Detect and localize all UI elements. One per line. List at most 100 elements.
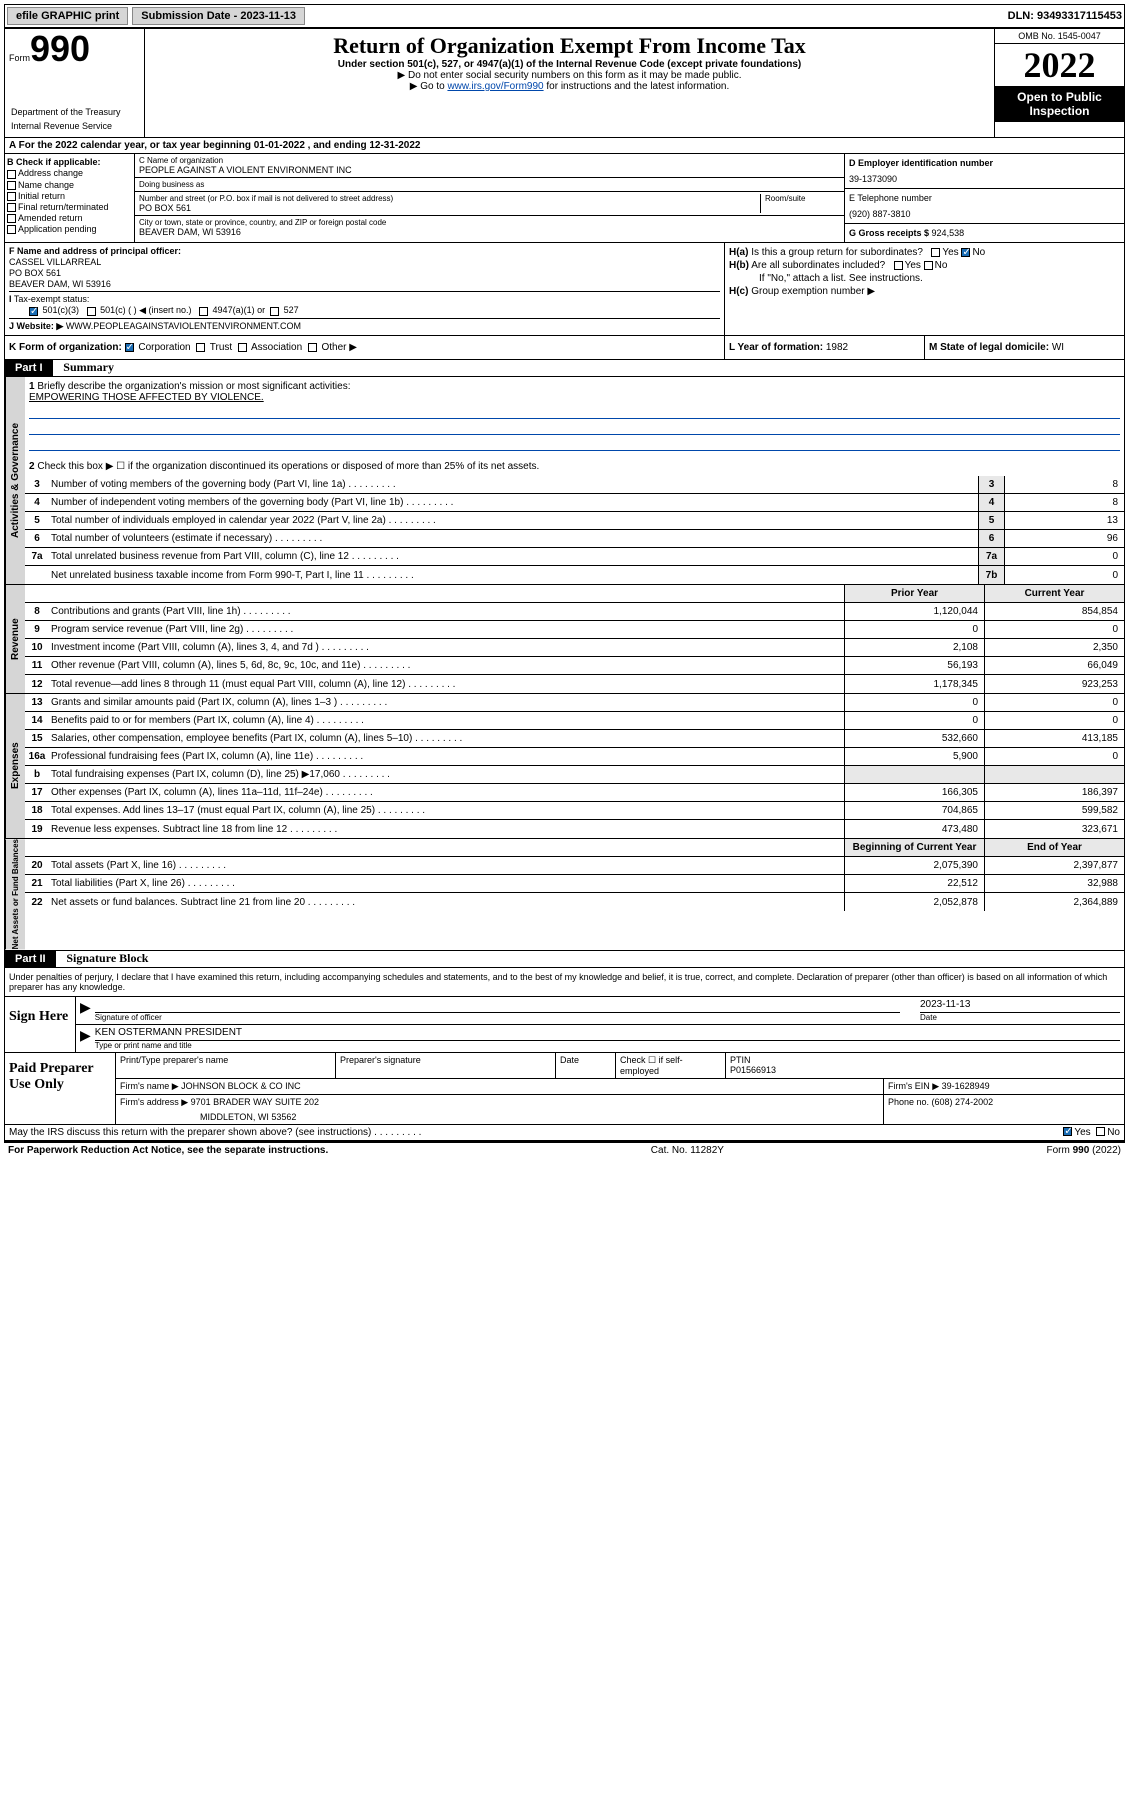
cb-527[interactable] [270, 307, 279, 316]
section-b-through-g: B Check if applicable: Address change Na… [4, 154, 1125, 243]
line-text: Contributions and grants (Part VIII, lin… [49, 604, 844, 619]
cb-initial-return[interactable] [7, 192, 16, 201]
prior-value: 532,660 [844, 730, 984, 747]
ptin-label: PTIN [730, 1055, 1120, 1065]
cb-trust[interactable] [196, 343, 205, 352]
addr-label: Number and street (or P.O. box if mail i… [139, 194, 760, 203]
prior-value: 22,512 [844, 875, 984, 892]
hb-no: No [935, 260, 948, 271]
irs-form990-link[interactable]: www.irs.gov/Form990 [447, 81, 543, 92]
perjury-declaration: Under penalties of perjury, I declare th… [5, 968, 1124, 996]
current-value: 413,185 [984, 730, 1124, 747]
officer-name: CASSEL VILLARREAL [9, 257, 720, 267]
cb-hb-no[interactable] [924, 261, 933, 270]
part1-expenses: Expenses 13 Grants and similar amounts p… [4, 694, 1125, 839]
cb-corporation[interactable] [125, 343, 134, 352]
line-text: Grants and similar amounts paid (Part IX… [49, 695, 844, 710]
current-value: 923,253 [984, 675, 1124, 693]
line-num: 17 [25, 785, 49, 800]
form-number: 990 [30, 33, 90, 65]
mission-label: Briefly describe the organization's miss… [37, 381, 350, 392]
cb-name-change[interactable] [7, 181, 16, 190]
footer-right: Form 990 (2022) [1047, 1145, 1121, 1156]
cb-hb-yes[interactable] [894, 261, 903, 270]
officer-addr: PO BOX 561 [9, 268, 720, 278]
line-box: 5 [978, 512, 1004, 529]
room-label: Room/suite [765, 194, 840, 203]
current-value: 0 [984, 694, 1124, 711]
row-k-l-m: K Form of organization: Corporation Trus… [4, 336, 1125, 360]
hc-label: Group exemption number ▶ [751, 286, 875, 297]
submission-date-label: Submission Date - [141, 10, 240, 22]
officer-city: BEAVER DAM, WI 53916 [9, 279, 720, 289]
cb-amended-return[interactable] [7, 214, 16, 223]
cb-other[interactable] [308, 343, 317, 352]
k-label: K Form of organization: [9, 342, 122, 353]
line-num: 19 [25, 822, 49, 837]
cb-final-return[interactable] [7, 203, 16, 212]
footer-mid: Cat. No. 11282Y [651, 1145, 724, 1156]
ha-label: Is this a group return for subordinates? [751, 247, 923, 258]
cb-discuss-no[interactable] [1096, 1127, 1105, 1136]
line-box: 4 [978, 494, 1004, 511]
end-year-header: End of Year [984, 839, 1124, 856]
lbl-name-change: Name change [18, 180, 74, 190]
form-subtitle: Under section 501(c), 527, or 4947(a)(1)… [149, 59, 990, 70]
section-f-h: F Name and address of principal officer:… [4, 243, 1125, 336]
submission-date-button[interactable]: Submission Date - 2023-11-13 [132, 7, 305, 25]
firm-ein: 39-1628949 [942, 1081, 990, 1091]
lbl-527: 527 [284, 305, 299, 315]
officer-printed-name: KEN OSTERMANN PRESIDENT [95, 1027, 1120, 1041]
col-f-officer: F Name and address of principal officer:… [5, 243, 724, 335]
lbl-association: Association [251, 342, 302, 353]
part1-revenue: Revenue Prior Year Current Year 8 Contri… [4, 585, 1125, 694]
current-year-header: Current Year [984, 585, 1124, 602]
hb-note: If "No," attach a list. See instructions… [729, 273, 1120, 284]
line-value: 0 [1004, 548, 1124, 565]
cb-discuss-yes[interactable] [1063, 1127, 1072, 1136]
hb-label: Are all subordinates included? [751, 260, 885, 271]
tax-year: 2022 [995, 44, 1124, 86]
line-text: Net assets or fund balances. Subtract li… [49, 895, 844, 910]
org-city: BEAVER DAM, WI 53916 [139, 227, 840, 237]
goto-suffix: for instructions and the latest informat… [544, 81, 730, 92]
line-num: 13 [25, 695, 49, 710]
efile-print-button[interactable]: efile GRAPHIC print [7, 7, 128, 25]
dln-value: 93493317115453 [1037, 10, 1122, 22]
line-text: Number of voting members of the governin… [49, 477, 978, 492]
prior-value: 704,865 [844, 802, 984, 819]
vtab-governance: Activities & Governance [5, 377, 25, 584]
line-text: Professional fundraising fees (Part IX, … [49, 749, 844, 764]
officer-label: F Name and address of principal officer: [9, 246, 181, 256]
state-domicile: WI [1052, 342, 1064, 353]
lbl-application-pending: Application pending [18, 224, 97, 234]
cb-association[interactable] [238, 343, 247, 352]
lbl-corporation: Corporation [138, 342, 190, 353]
line-value: 96 [1004, 530, 1124, 547]
firm-name: JOHNSON BLOCK & CO INC [181, 1081, 301, 1091]
current-value: 0 [984, 712, 1124, 729]
line-num: 6 [25, 531, 49, 546]
prior-value: 0 [844, 694, 984, 711]
cb-application-pending[interactable] [7, 225, 16, 234]
dept-treasury: Department of the Treasury [9, 105, 140, 119]
current-value: 854,854 [984, 603, 1124, 620]
cb-4947[interactable] [199, 307, 208, 316]
self-employed-label: Check ☐ if self-employed [616, 1053, 726, 1078]
ha-yes: Yes [942, 247, 958, 258]
current-value: 0 [984, 748, 1124, 765]
form-note-1: ▶ Do not enter social security numbers o… [149, 70, 990, 81]
may-irs-discuss: May the IRS discuss this return with the… [9, 1127, 421, 1138]
line-num: b [25, 767, 49, 782]
current-value: 186,397 [984, 784, 1124, 801]
cb-ha-yes[interactable] [931, 248, 940, 257]
top-toolbar: efile GRAPHIC print Submission Date - 20… [4, 4, 1125, 29]
cb-ha-no[interactable] [961, 248, 970, 257]
cb-501c[interactable] [87, 307, 96, 316]
part2-title: Signature Block [66, 951, 148, 965]
cb-address-change[interactable] [7, 170, 16, 179]
cb-501c3[interactable] [29, 307, 38, 316]
line-num: 8 [25, 604, 49, 619]
lbl-amended-return: Amended return [18, 213, 83, 223]
row-a-mid: , and ending [308, 140, 370, 151]
